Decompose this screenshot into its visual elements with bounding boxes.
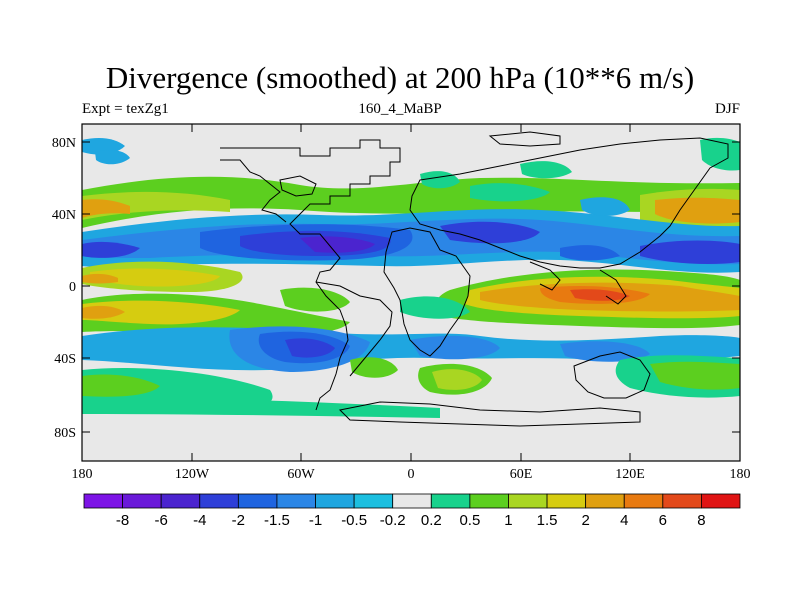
map-plot-area	[81, 123, 741, 462]
colorbar: -8 -6 -4 -2 -1.5 -1 -0.5 -0.2 0.2 0.5 1 1.5 2 4 6 8	[83, 493, 741, 529]
contour-nh-positive	[82, 199, 130, 218]
colorbar-swatch	[199, 493, 239, 509]
coastlines	[220, 131, 729, 427]
contour-nh-highlat	[700, 137, 740, 171]
colorbar-swatch	[237, 493, 278, 509]
x-label-180w: 180	[72, 467, 93, 482]
season-label: DJF	[714, 101, 740, 117]
contour-nh-negative	[300, 236, 375, 253]
y-label-80n: 80N	[52, 136, 76, 151]
colorbar-label: 0.5	[459, 512, 480, 529]
colorbar-label: 1	[504, 512, 512, 529]
colorbar-swatch	[83, 493, 123, 509]
contour-sh-negative	[560, 341, 650, 362]
colorbar-swatch	[662, 493, 702, 509]
coastline-antarctica	[338, 401, 641, 427]
coastline-north-america-west	[220, 159, 287, 223]
plot-title: Divergence (smoothed) at 200 hPa (10**6 …	[105, 60, 695, 95]
x-label-120e: 120E	[615, 467, 645, 482]
contour-nh-negative	[640, 240, 740, 264]
x-label-180e: 180	[730, 467, 751, 482]
colorbar-swatch	[353, 493, 394, 509]
colorbar-swatch	[122, 493, 162, 509]
colorbar-label: -2	[232, 512, 245, 529]
coastline-southeast-asia	[599, 269, 627, 305]
coastline-great-lakes	[279, 175, 317, 197]
experiment-label: Expt = texZg1	[82, 101, 169, 117]
contour-sh-midlat-positive	[432, 369, 482, 390]
colorbar-swatch	[623, 493, 664, 509]
contour-nh-highlat	[520, 161, 572, 179]
contour-tropical-positive	[82, 273, 118, 284]
contour-nh-negative	[82, 241, 140, 258]
colorbar-swatch	[430, 493, 471, 509]
coastline-africa	[383, 227, 471, 357]
contour-sh-negative	[285, 338, 335, 358]
colorbar-label: 8	[697, 512, 705, 529]
y-label-40n: 40N	[52, 208, 76, 223]
contour-sh-midlat-positive	[650, 361, 740, 390]
colorbar-label: 2	[581, 512, 589, 529]
y-label-80s: 80S	[54, 426, 76, 441]
colorbar-label: -6	[155, 512, 168, 529]
colorbar-swatch	[276, 493, 316, 509]
colorbar-swatch	[585, 493, 625, 509]
contour-nh-highlat	[580, 197, 630, 216]
x-label-120w: 120W	[175, 467, 210, 482]
contour-nh-negative	[560, 245, 620, 261]
case-label: 160_4_MaBP	[358, 101, 442, 117]
contour-sh-midlat-positive	[82, 374, 160, 397]
coastline-eurasia	[409, 137, 729, 269]
colorbar-swatch	[701, 493, 741, 509]
contour-sh-midlat-positive	[82, 398, 440, 418]
x-axis: 180 120W 60W 0 60E 120E 180	[72, 124, 751, 482]
contour-sh-positive	[82, 300, 240, 325]
contour-nh-negative	[440, 221, 540, 244]
y-axis: 80N 40N 0 40S 80S	[52, 136, 740, 441]
x-label-0: 0	[408, 467, 415, 482]
y-label-0: 0	[69, 280, 76, 295]
coastline-south-america-east	[315, 281, 393, 377]
colorbar-swatch	[508, 493, 548, 509]
colorbar-label: -0.5	[341, 512, 367, 529]
colorbar-swatch	[160, 493, 201, 509]
coastline-india	[529, 261, 561, 291]
coastline-australia	[573, 351, 651, 399]
contour-tropical-positive	[90, 268, 220, 287]
colorbar-label: 4	[620, 512, 628, 529]
colorbar-swatch	[315, 493, 355, 509]
colorbar-label: -1.5	[264, 512, 290, 529]
coastline-americas	[220, 139, 401, 411]
colorbar-swatch	[546, 493, 587, 509]
colorbar-label: -0.2	[380, 512, 406, 529]
contour-sh-positive	[280, 287, 350, 312]
contour-sh-positive	[82, 305, 125, 319]
colorbar-label: 1.5	[537, 512, 558, 529]
colorbar-label: -4	[193, 512, 206, 529]
x-label-60e: 60E	[510, 467, 533, 482]
colorbar-label: -8	[116, 512, 129, 529]
colorbar-label: -1	[309, 512, 322, 529]
contour-nh-positive	[655, 197, 740, 224]
coastline-arctic-island	[488, 131, 561, 147]
contour-nh-positive	[470, 183, 550, 202]
contour-equatorial-positive	[570, 289, 630, 301]
colorbar-label: 6	[659, 512, 667, 529]
colorbar-swatch	[469, 493, 509, 509]
x-label-60w: 60W	[287, 467, 315, 482]
y-label-40s: 40S	[54, 352, 76, 367]
colorbar-label: 0.2	[421, 512, 442, 529]
contour-nh-highlat	[95, 150, 130, 165]
contour-sh-positive	[400, 296, 470, 319]
colorbar-swatch	[392, 493, 432, 509]
